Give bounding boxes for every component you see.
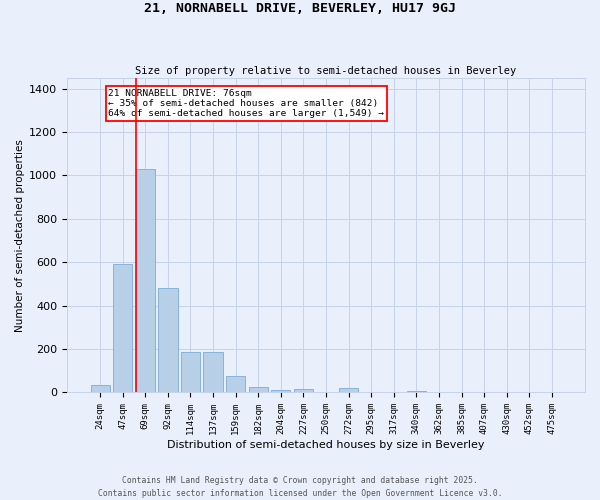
Bar (136, 169, 155, 392)
Bar (203, 352, 223, 393)
Bar (271, 390, 290, 392)
X-axis label: Distribution of semi-detached houses by size in Beverley: Distribution of semi-detached houses by … (167, 440, 485, 450)
Bar (248, 387, 268, 392)
Text: 21 NORNABELL DRIVE: 76sqm
← 35% of semi-detached houses are smaller (842)
64% of: 21 NORNABELL DRIVE: 76sqm ← 35% of semi-… (109, 88, 385, 118)
Text: 21, NORNABELL DRIVE, BEVERLEY, HU17 9GJ: 21, NORNABELL DRIVE, BEVERLEY, HU17 9GJ (144, 2, 456, 16)
Bar (181, 352, 200, 393)
Bar (226, 376, 245, 392)
Bar (339, 388, 358, 392)
Title: Size of property relative to semi-detached houses in Beverley: Size of property relative to semi-detach… (136, 66, 517, 76)
Bar (158, 288, 178, 393)
Bar (91, 385, 110, 392)
Text: Contains HM Land Registry data © Crown copyright and database right 2025.
Contai: Contains HM Land Registry data © Crown c… (98, 476, 502, 498)
Bar (294, 389, 313, 392)
Bar (113, 264, 133, 392)
Y-axis label: Number of semi-detached properties: Number of semi-detached properties (15, 138, 25, 332)
